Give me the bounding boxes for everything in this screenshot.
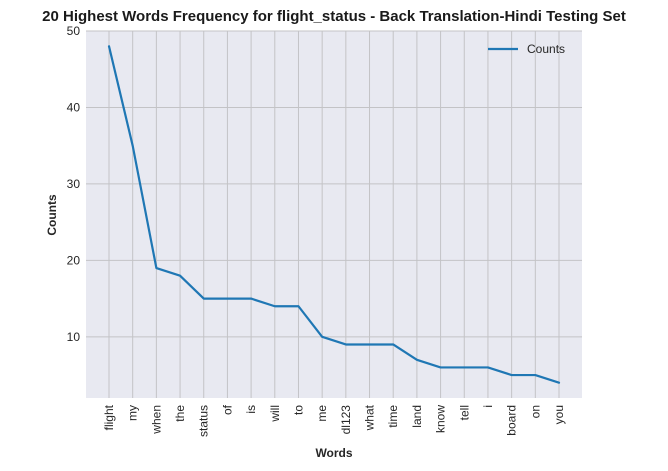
x-tick-label: me — [315, 405, 329, 422]
x-axis-ticks: flight my when the status of is will to me dl123 wh… — [102, 404, 566, 437]
x-tick-label: on — [528, 405, 542, 418]
x-tick-label: status — [197, 405, 211, 437]
series-line-counts — [107, 45, 561, 384]
x-tick-label: my — [126, 405, 140, 421]
y-tick-label: 50 — [67, 24, 81, 38]
x-tick-label: flight — [102, 404, 116, 430]
x-tick-label: dl123 — [339, 405, 353, 435]
x-tick-label: i — [481, 405, 495, 408]
y-axis-ticks: 10 20 30 40 50 — [67, 24, 81, 344]
x-tick-label: tell — [457, 405, 471, 420]
x-tick-label: land — [410, 405, 424, 428]
x-tick-label: what — [363, 404, 377, 431]
x-tick-label: will — [268, 405, 282, 423]
x-tick-label: you — [552, 405, 566, 424]
legend: Counts — [488, 42, 565, 56]
x-tick-label: is — [244, 405, 258, 414]
grid-lines — [86, 30, 582, 398]
chart-title: 20 Highest Words Frequency for flight_st… — [42, 8, 626, 25]
y-axis-label: Counts — [45, 194, 59, 236]
x-axis-label: Words — [315, 446, 352, 460]
legend-label-counts: Counts — [527, 42, 565, 56]
y-tick-label: 40 — [67, 100, 81, 114]
x-tick-label: the — [173, 405, 187, 422]
x-tick-label: when — [149, 405, 163, 435]
plot-area — [86, 31, 582, 398]
x-tick-label: know — [434, 405, 448, 433]
x-tick-label: board — [505, 405, 519, 436]
x-tick-label: of — [220, 404, 234, 415]
x-tick-label: to — [291, 405, 305, 415]
y-tick-label: 10 — [67, 330, 81, 344]
y-tick-label: 20 — [67, 253, 81, 267]
y-tick-label: 30 — [67, 177, 81, 191]
x-tick-label: time — [386, 405, 400, 428]
